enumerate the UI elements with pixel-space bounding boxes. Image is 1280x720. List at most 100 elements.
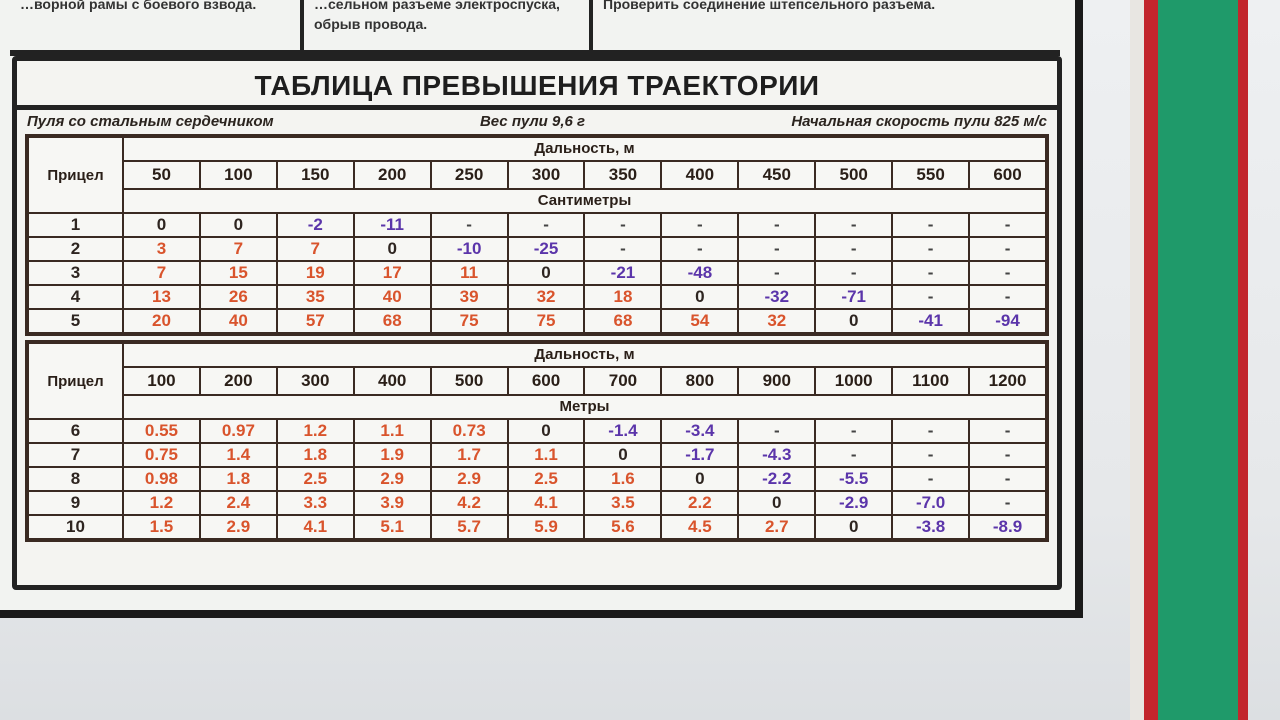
value-cell: 26 xyxy=(199,285,277,309)
value-cell: 54 xyxy=(661,309,739,333)
value-cell: - xyxy=(969,261,1046,285)
value-cell: - xyxy=(507,213,585,237)
value-cell: 3.9 xyxy=(353,491,431,515)
value-cell: -25 xyxy=(507,237,585,261)
sight-header: Прицел xyxy=(28,137,123,213)
value-cell: - xyxy=(969,213,1046,237)
value-cell: 68 xyxy=(353,309,431,333)
value-cell: 7 xyxy=(276,237,354,261)
value-cell: 0.55 xyxy=(123,419,200,443)
value-cell: 75 xyxy=(507,309,585,333)
range-cell: 900 xyxy=(738,367,816,395)
value-cell: 2.5 xyxy=(507,467,585,491)
value-cell: - xyxy=(815,419,893,443)
value-cell: 40 xyxy=(199,309,277,333)
value-cell: - xyxy=(969,285,1046,309)
value-cell: 32 xyxy=(507,285,585,309)
value-cell: - xyxy=(969,467,1046,491)
sight-cell: 9 xyxy=(28,491,123,515)
value-cell: -8.9 xyxy=(969,515,1046,539)
stripe-red xyxy=(1144,0,1158,720)
value-cell: 5.9 xyxy=(507,515,585,539)
value-cell: 68 xyxy=(584,309,662,333)
range-cell: 200 xyxy=(199,367,277,395)
value-cell: 2.7 xyxy=(738,515,816,539)
value-cell: 32 xyxy=(738,309,816,333)
value-cell: 20 xyxy=(123,309,200,333)
range-cell: 300 xyxy=(276,367,354,395)
stripe-green xyxy=(1158,0,1238,720)
value-cell: -10 xyxy=(430,237,508,261)
value-cell: 2.2 xyxy=(661,491,739,515)
value-cell: - xyxy=(661,213,739,237)
value-cell: - xyxy=(892,261,970,285)
value-cell: 17 xyxy=(353,261,431,285)
value-cell: -7.0 xyxy=(892,491,970,515)
value-cell: 3 xyxy=(123,237,200,261)
sight-cell: 3 xyxy=(28,261,123,285)
value-cell: 0.73 xyxy=(430,419,508,443)
value-cell: -2 xyxy=(276,213,354,237)
sight-cell: 1 xyxy=(28,213,123,237)
range-cell: 800 xyxy=(661,367,739,395)
sight-cell: 10 xyxy=(28,515,123,539)
value-cell: 1.2 xyxy=(276,419,354,443)
range-cell: 1000 xyxy=(815,367,893,395)
value-cell: 18 xyxy=(584,285,662,309)
top-cell: …сельном разъеме электроспуска, обрыв пр… xyxy=(304,0,593,50)
range-cell: 500 xyxy=(815,161,893,189)
value-cell: 39 xyxy=(430,285,508,309)
value-cell: 4.2 xyxy=(430,491,508,515)
value-cell: - xyxy=(738,419,816,443)
top-cell: Проверить соединение штепсельного разъем… xyxy=(603,0,936,12)
value-cell: - xyxy=(815,237,893,261)
range-cell: 1100 xyxy=(892,367,970,395)
value-cell: - xyxy=(584,237,662,261)
value-cell: 57 xyxy=(276,309,354,333)
value-cell: -32 xyxy=(738,285,816,309)
value-cell: - xyxy=(430,213,508,237)
value-cell: - xyxy=(738,213,816,237)
value-cell: 2.9 xyxy=(353,467,431,491)
value-cell: 0 xyxy=(507,419,585,443)
table-title: ТАБЛИЦА ПРЕВЫШЕНИЯ ТРАЕКТОРИИ xyxy=(17,61,1057,110)
value-cell: - xyxy=(738,237,816,261)
range-cell: 400 xyxy=(353,367,431,395)
value-cell: 0 xyxy=(815,515,893,539)
value-cell: - xyxy=(892,237,970,261)
value-cell: 1.1 xyxy=(353,419,431,443)
value-cell: 0 xyxy=(353,237,431,261)
value-cell: -3.4 xyxy=(661,419,739,443)
value-cell: 19 xyxy=(276,261,354,285)
value-cell: 0.97 xyxy=(199,419,277,443)
poster: …ворной рамы с боевого взвода. …сельном … xyxy=(0,0,1083,618)
range-cell: 200 xyxy=(353,161,431,189)
value-cell: 3.5 xyxy=(584,491,662,515)
value-cell: 0 xyxy=(507,261,585,285)
value-cell: 1.8 xyxy=(276,443,354,467)
range-cell: 600 xyxy=(507,367,585,395)
range-header: Дальность, м xyxy=(123,343,1046,367)
value-cell: -41 xyxy=(892,309,970,333)
range-cell: 50 xyxy=(123,161,200,189)
value-cell: - xyxy=(969,443,1046,467)
unit-header: Метры xyxy=(123,395,1046,419)
value-cell: -2.9 xyxy=(815,491,893,515)
value-cell: - xyxy=(969,237,1046,261)
value-cell: - xyxy=(584,213,662,237)
value-cell: - xyxy=(661,237,739,261)
value-cell: -1.7 xyxy=(661,443,739,467)
value-cell: 40 xyxy=(353,285,431,309)
value-cell: -11 xyxy=(353,213,431,237)
bullet-type: Пуля со стальным сердечником xyxy=(27,113,274,130)
sight-cell: 6 xyxy=(28,419,123,443)
value-cell: 15 xyxy=(199,261,277,285)
range-cell: 100 xyxy=(123,367,200,395)
value-cell: - xyxy=(969,419,1046,443)
value-cell: 1.6 xyxy=(584,467,662,491)
trajectory-table-cm: Прицел Дальность, м 50 100 150 200 250 300 350 40… xyxy=(25,134,1049,336)
value-cell: 0 xyxy=(123,213,200,237)
range-cell: 250 xyxy=(430,161,508,189)
range-cell: 450 xyxy=(738,161,816,189)
sight-cell: 7 xyxy=(28,443,123,467)
